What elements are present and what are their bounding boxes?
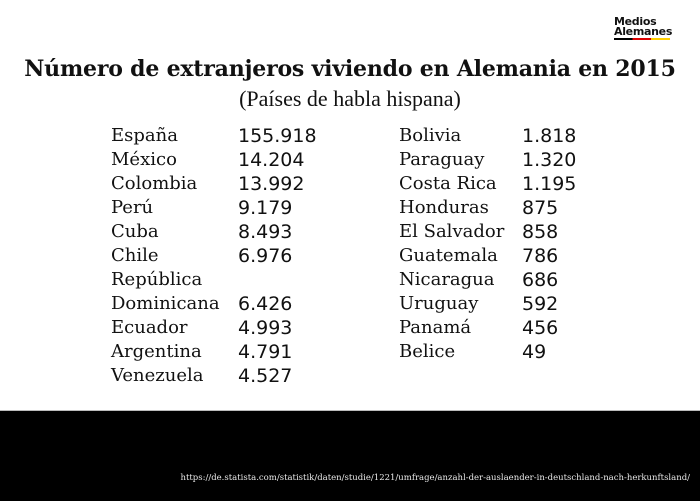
footer-band: https://de.statista.com/statistik/daten/…: [0, 410, 700, 501]
country-value: 4.527: [238, 365, 293, 387]
logo-line-2: Alemanes: [614, 25, 673, 38]
country-name: México: [111, 149, 177, 170]
country-value: 1.818: [522, 125, 577, 147]
country-name: Panamá: [399, 317, 472, 338]
country-value: 686: [522, 269, 559, 291]
country-name: Costa Rica: [399, 173, 497, 194]
country-value: 456: [522, 317, 559, 339]
country-name: Argentina: [111, 341, 202, 362]
country-name: Perú: [111, 197, 154, 218]
country-name: Cuba: [111, 221, 159, 242]
country-value: 786: [522, 245, 559, 267]
country-value: 13.992: [238, 173, 305, 195]
country-name: República: [111, 269, 203, 290]
country-name: Dominicana: [111, 293, 220, 314]
page-subtitle: (Países de habla hispana): [239, 86, 461, 111]
country-name: El Salvador: [399, 221, 505, 242]
country-name: Belice: [399, 341, 456, 362]
country-value: 592: [522, 293, 559, 315]
brand-logo: Medios Alemanes: [614, 15, 673, 38]
country-value: 4.791: [238, 341, 293, 363]
country-name: Venezuela: [111, 365, 204, 386]
country-value: 1.320: [522, 149, 577, 171]
country-value: 1.195: [522, 173, 577, 195]
logo-flag-bar: [614, 38, 670, 40]
source-url: https://de.statista.com/statistik/daten/…: [180, 473, 691, 483]
country-name: Colombia: [111, 173, 198, 194]
country-value: 4.993: [238, 317, 293, 339]
country-name: Nicaragua: [399, 269, 495, 290]
country-value: 6.976: [238, 245, 293, 267]
country-name: Guatemala: [399, 245, 498, 266]
country-name: Paraguay: [399, 149, 485, 170]
country-value: 155.918: [238, 125, 317, 147]
country-value: 875: [522, 197, 559, 219]
country-name: Ecuador: [111, 317, 188, 338]
country-value: 49: [522, 341, 547, 363]
country-name: Bolivia: [399, 125, 462, 146]
page-title: Número de extranjeros viviendo en Aleman…: [24, 56, 676, 82]
logo-line-1: Medios: [614, 15, 657, 28]
country-value: 6.426: [238, 293, 293, 315]
country-value: 9.179: [238, 197, 293, 219]
country-name: Honduras: [399, 197, 489, 218]
country-value: 8.493: [238, 221, 293, 243]
country-value: 858: [522, 221, 559, 243]
country-name: Uruguay: [399, 293, 479, 314]
country-name: Chile: [111, 245, 159, 266]
country-value: 14.204: [238, 149, 305, 171]
country-name: España: [111, 125, 178, 146]
